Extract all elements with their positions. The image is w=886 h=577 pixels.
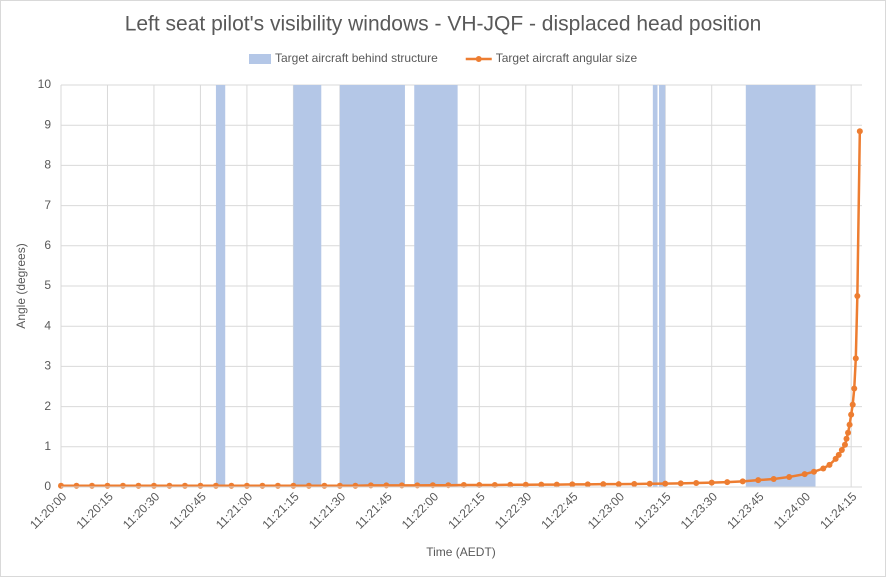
band — [215, 85, 226, 487]
y-tick-label: 8 — [44, 158, 51, 172]
line-marker — [88, 482, 95, 489]
band — [339, 85, 405, 487]
line-marker — [212, 482, 219, 489]
band — [745, 85, 816, 487]
line-marker — [305, 482, 312, 489]
line-marker — [150, 482, 157, 489]
line-marker — [259, 482, 266, 489]
line-marker — [851, 385, 858, 392]
y-tick-label: 9 — [44, 117, 51, 131]
band — [414, 85, 458, 487]
line-marker — [522, 481, 529, 488]
line-marker — [854, 293, 861, 300]
line-marker — [119, 482, 126, 489]
line-marker — [739, 478, 746, 485]
line-marker — [58, 482, 64, 489]
line-marker — [491, 481, 498, 488]
band — [652, 85, 658, 487]
line-marker — [181, 482, 188, 489]
line-marker — [770, 475, 777, 482]
y-tick-label: 6 — [44, 238, 51, 252]
line-marker — [352, 482, 359, 489]
line-marker — [538, 481, 545, 488]
line-marker — [841, 441, 848, 448]
line-marker — [755, 477, 762, 484]
chart-title: Left seat pilot's visibility windows - V… — [125, 13, 762, 36]
line-marker — [810, 468, 817, 475]
line-marker — [321, 482, 328, 489]
y-tick-label: 5 — [44, 278, 51, 292]
line-marker — [846, 421, 853, 428]
line-marker — [336, 482, 343, 489]
line-marker — [274, 482, 281, 489]
line-marker — [845, 429, 852, 436]
line-marker — [104, 482, 111, 489]
y-tick-label: 4 — [44, 318, 51, 332]
y-tick-label: 1 — [44, 439, 51, 453]
line-marker — [73, 482, 80, 489]
line-marker — [677, 480, 684, 487]
line-marker — [569, 481, 576, 488]
y-tick-label: 0 — [44, 479, 51, 493]
line-marker — [228, 482, 235, 489]
line-marker — [631, 480, 638, 487]
band — [659, 85, 666, 487]
line-marker — [135, 482, 142, 489]
y-tick-label: 10 — [38, 77, 52, 91]
line-marker — [290, 482, 297, 489]
line-marker — [243, 482, 250, 489]
band — [293, 85, 322, 487]
line-marker — [786, 473, 793, 480]
line-marker — [826, 461, 833, 468]
legend-swatch — [475, 56, 482, 62]
line-marker — [553, 481, 560, 488]
x-axis-title: Time (AEDT) — [426, 545, 496, 559]
legend-label: Target aircraft behind structure — [275, 51, 438, 65]
line-marker — [849, 401, 856, 408]
line-marker — [662, 480, 669, 487]
line-marker — [166, 482, 173, 489]
legend-swatch — [249, 54, 271, 64]
line-marker — [584, 481, 591, 488]
y-tick-label: 3 — [44, 359, 51, 373]
line-marker — [507, 481, 514, 488]
line-marker — [843, 435, 850, 442]
line-marker — [646, 480, 653, 487]
line-marker — [600, 481, 607, 488]
line-marker — [476, 481, 483, 488]
line-marker — [197, 482, 204, 489]
legend-label: Target aircraft angular size — [496, 51, 638, 65]
line-marker — [693, 479, 700, 486]
line-marker — [460, 481, 467, 488]
y-axis-title: Angle (degrees) — [14, 243, 28, 328]
line-marker — [838, 447, 845, 454]
line-marker — [852, 355, 859, 362]
line-marker — [856, 128, 863, 135]
line-marker — [708, 479, 715, 486]
line-marker — [801, 471, 808, 478]
line-marker — [835, 451, 842, 458]
y-tick-label: 2 — [44, 399, 51, 413]
line-marker — [848, 411, 855, 418]
line-marker — [615, 481, 622, 488]
line-marker — [724, 479, 731, 486]
y-tick-label: 7 — [44, 198, 51, 212]
line-marker — [820, 465, 827, 472]
